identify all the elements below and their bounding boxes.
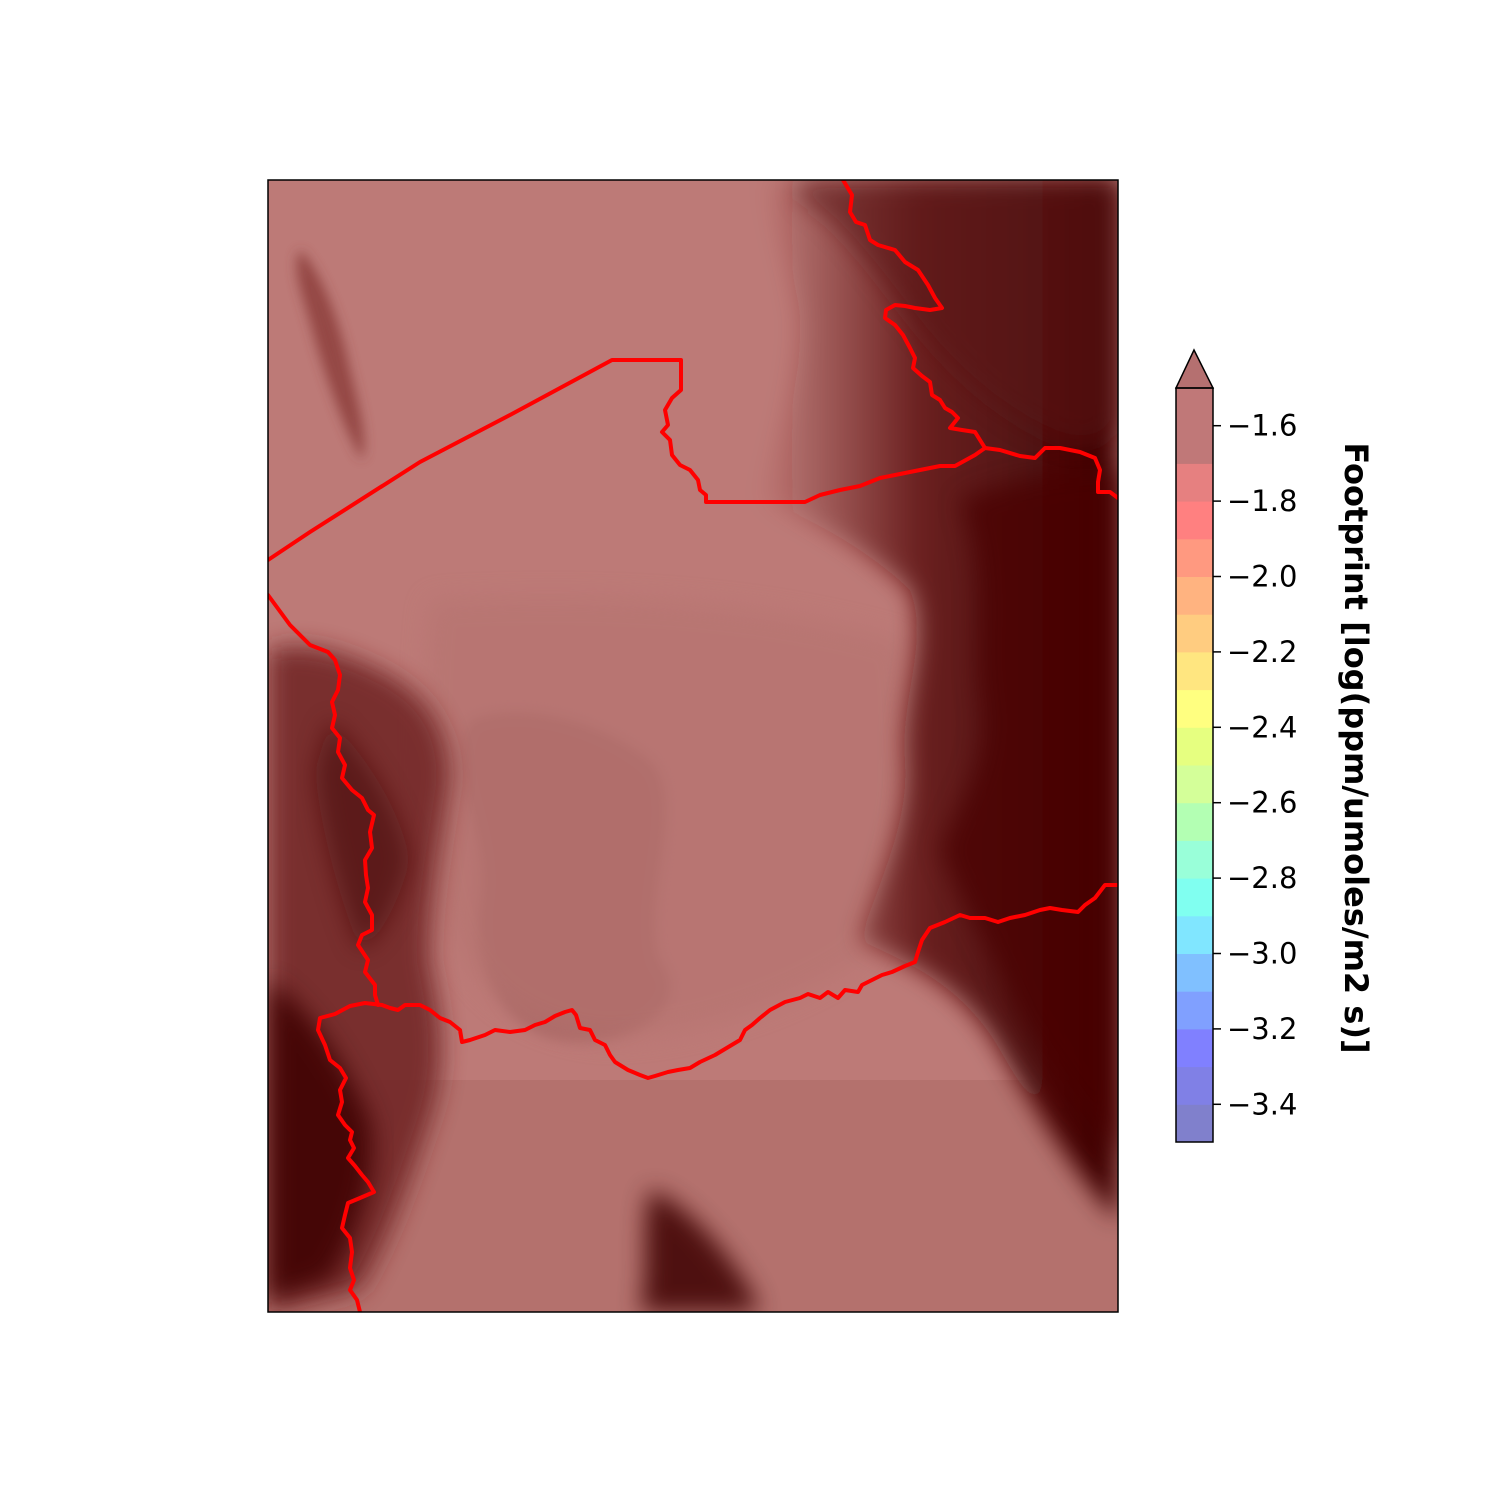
colorbar-band [1176, 727, 1213, 766]
colorbar-tick-label: −2.2 [1227, 635, 1297, 669]
colorbar-band [1176, 1028, 1213, 1068]
colorbar-tick-label: −3.0 [1227, 937, 1297, 971]
boundary-northwest-polygon [268, 358, 1118, 562]
colorbar-band [1176, 953, 1213, 992]
colorbar-frame [1175, 387, 1214, 1143]
terrain-lowland-mid [423, 596, 908, 1040]
colorbar-tick-label: −3.4 [1227, 1087, 1297, 1121]
admin-boundaries [268, 180, 1118, 1312]
boundary-west-vertical [268, 593, 380, 1007]
colorbar: −1.6 −1.8 −2.0 −2.2 −2.4 −2.6 −2.8 −3.0 −3.2 −3.4… [1174, 348, 1375, 1143]
colorbar-tick-label: −2.6 [1227, 786, 1297, 820]
colorbar-band [1176, 614, 1213, 653]
colorbar-tick-label: −2.8 [1227, 861, 1297, 895]
colorbar-tick-label: −2.0 [1227, 560, 1297, 594]
colorbar-band [1176, 840, 1213, 879]
colorbar-band [1176, 538, 1213, 577]
colorbar-tick-label: −3.2 [1227, 1012, 1297, 1046]
colorbar-extend-triangle [1174, 348, 1215, 389]
terrain-ridge-east-core [940, 470, 1118, 1160]
terrain-ridge-northwest [296, 250, 365, 460]
colorbar-band [1176, 463, 1213, 502]
colorbar-band [1176, 576, 1213, 615]
colorbar-ticks: −1.6 −1.8 −2.0 −2.2 −2.4 −2.6 −2.8 −3.0 −3.2 −3.4 [1213, 409, 1297, 1121]
colorbar-band [1176, 765, 1213, 804]
terrain-ridge-west-core [268, 980, 373, 1300]
colorbar-tick-label: −1.8 [1227, 484, 1297, 518]
colorbar-band [1176, 878, 1213, 917]
colorbar-band [1176, 651, 1213, 691]
colorbar-band [1176, 425, 1213, 464]
boundary-northeast [841, 180, 987, 450]
terrain-lowland-south [268, 1080, 1118, 1312]
colorbar-band [1176, 689, 1213, 728]
colorbar-band [1176, 991, 1213, 1030]
colorbar-tick-label: −2.4 [1227, 710, 1297, 744]
map-panel [268, 180, 1118, 1312]
colorbar-bands [1176, 388, 1213, 1143]
colorbar-band [1176, 501, 1213, 540]
colorbar-band [1176, 388, 1213, 427]
colorbar-tick-label: −1.6 [1227, 409, 1297, 443]
colorbar-band [1176, 1104, 1213, 1143]
colorbar-label: Footprint [log(ppm/umoles/m2 s)] [1337, 442, 1375, 1053]
terrain-ridge-west-upper [315, 720, 410, 950]
terrain-ridge-south [640, 1190, 760, 1312]
colorbar-band [1176, 802, 1213, 841]
boundary-south [316, 883, 1118, 1312]
colorbar-band [1176, 1066, 1213, 1105]
colorbar-band [1176, 915, 1213, 954]
map-frame [267, 179, 1119, 1313]
